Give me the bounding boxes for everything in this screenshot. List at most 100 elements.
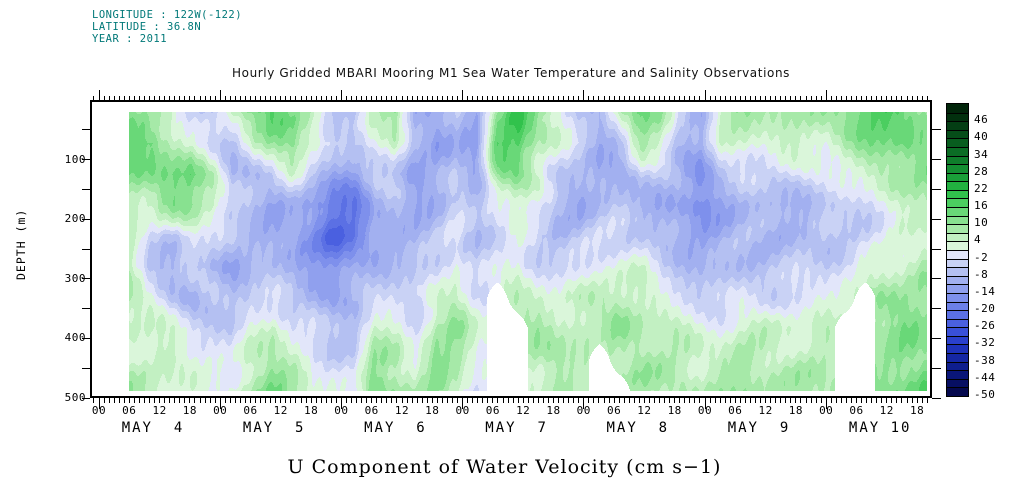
colorbar-segment [947,164,968,173]
colorbar-segment [947,293,968,302]
x-tick-bottom [820,398,822,403]
day-label: MAY 7 [485,420,548,436]
x-tick-bottom [871,398,873,403]
x-tick-top [376,96,378,100]
x-tick-bottom [138,398,140,403]
x-tick-bottom [744,398,746,403]
y-tick-right [932,337,941,339]
colorbar-segment [947,173,968,181]
x-tick-top [330,96,332,100]
depth-tick-label: 200 [64,212,86,226]
x-tick-bottom [669,398,671,403]
x-tick-top [861,96,863,100]
x-tick-bottom [381,398,383,403]
colorbar-tick-label: 16 [974,199,989,213]
x-tick-bottom [770,398,772,403]
x-tick-top [694,96,696,100]
hour-tick-label: 00 [819,404,834,417]
x-tick-bottom [169,398,171,403]
x-tick-top [689,96,691,100]
x-tick-bottom [199,398,201,403]
day-label: MAY 9 [727,420,791,436]
x-tick-bottom [840,398,842,403]
x-tick-top [623,96,625,100]
x-tick-bottom [507,398,509,403]
x-tick-bottom [760,398,762,403]
x-tick-bottom [765,398,767,403]
colorbar-segment [947,276,968,284]
x-tick-bottom [345,398,347,403]
x-tick-top [169,96,171,100]
x-tick-bottom [926,398,928,403]
x-tick-bottom [547,398,549,403]
x-tick-top [280,96,282,100]
y-tick-left [82,159,90,161]
x-tick-bottom [174,398,176,403]
hour-tick-label: 06 [485,404,501,417]
x-tick-bottom [244,398,246,403]
x-tick-top [492,96,494,100]
day-label: MAY 5 [242,420,306,436]
x-tick-bottom [755,398,756,403]
x-tick-top [608,96,610,100]
x-tick-bottom [553,398,554,403]
x-tick-top [436,96,438,100]
x-tick-top [199,96,201,100]
hour-tick-label: 12 [394,404,410,417]
x-tick-bottom [537,398,539,403]
x-tick-top [214,96,216,100]
y-tick-left [82,129,90,131]
x-tick-bottom [628,398,630,403]
x-tick-top [532,96,534,100]
day-label: MAY 10 [848,420,912,436]
x-tick-bottom [290,398,292,403]
colorbar-tick-label: -14 [974,284,996,298]
colorbar-segment [947,319,968,327]
x-tick-top [724,96,726,100]
x-tick-top [244,96,246,100]
x-tick-bottom [472,398,474,403]
x-tick-top [669,96,671,100]
x-tick-top [265,96,267,100]
hour-tick-label: 06 [728,404,743,417]
colorbar-tick-label: 46 [974,113,989,127]
hour-tick-label: 00 [213,404,228,417]
colorbar-segment [947,241,968,250]
x-tick-bottom [830,398,832,403]
x-tick-top [547,96,549,100]
x-tick-bottom [204,398,206,403]
x-tick-top [462,90,464,100]
colorbar-tick-label: 34 [974,147,989,161]
colorbar-segment [947,250,968,259]
x-tick-top [315,96,317,100]
x-tick-bottom [391,398,393,403]
x-tick-bottom [295,398,297,403]
x-tick-bottom [825,398,827,409]
x-tick-bottom [724,398,726,403]
header-year: YEAR : 2011 [92,33,168,45]
x-tick-bottom [154,398,156,403]
day-label: MAY 4 [121,420,185,436]
y-tick-left [82,188,90,190]
colorbar-segment [947,198,968,207]
x-tick-top [679,96,681,100]
hour-tick-label: 12 [152,404,167,417]
hour-tick-label: 18 [667,404,682,417]
depth-tick-label: 300 [64,271,86,285]
x-tick-top [749,96,751,100]
x-tick-top [563,96,565,100]
x-tick-bottom [689,398,691,403]
y-tick-left [82,218,90,220]
x-tick-bottom [426,398,428,403]
hour-tick-label: 18 [182,404,198,417]
x-tick-bottom [229,398,231,403]
colorbar-segment [947,224,968,233]
hour-tick-label: 06 [364,404,379,417]
hour-tick-label: 00 [334,404,349,417]
hour-tick-label: 06 [243,404,258,417]
x-tick-bottom [103,398,105,403]
x-tick-top [704,90,706,100]
colorbar-tick-label: -44 [974,370,996,384]
x-tick-top [805,96,807,100]
x-tick-bottom [856,398,857,403]
